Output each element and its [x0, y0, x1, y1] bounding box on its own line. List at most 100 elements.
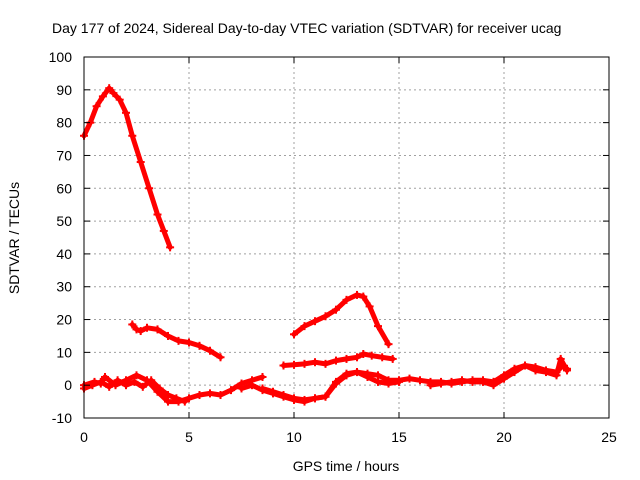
data-point	[542, 368, 550, 377]
y-tick-label: 70	[56, 147, 72, 163]
data-point	[342, 295, 351, 304]
data-point	[113, 376, 122, 385]
data-point	[216, 391, 225, 400]
data-point	[300, 359, 309, 368]
data-point	[353, 368, 361, 377]
data-point	[332, 305, 340, 314]
data-point	[489, 377, 498, 386]
data-point	[384, 379, 393, 388]
data-point	[166, 243, 175, 252]
data-point	[128, 320, 137, 329]
data-point	[556, 354, 565, 363]
data-point	[311, 394, 319, 403]
data-point	[128, 131, 137, 140]
data-point	[105, 84, 114, 93]
data-point	[130, 377, 139, 386]
data-point	[353, 290, 361, 299]
y-tick-label: 20	[56, 312, 72, 328]
data-point	[109, 89, 118, 98]
data-point	[132, 325, 141, 334]
data-point	[279, 391, 288, 400]
data-point	[359, 292, 368, 301]
y-tick-label: 40	[56, 246, 72, 262]
data-point	[206, 346, 214, 355]
grid	[84, 57, 609, 418]
data-point	[290, 360, 298, 369]
data-point	[510, 364, 519, 373]
data-point	[227, 386, 235, 395]
x-tick-label: 10	[286, 429, 302, 445]
data-point	[321, 392, 330, 401]
x-axis: 0 5 10 15 20 25	[80, 57, 617, 445]
y-tick-label: 100	[49, 49, 73, 65]
data-point	[195, 391, 204, 400]
data-point	[405, 374, 414, 383]
data-point	[206, 389, 214, 398]
plot-border	[83, 56, 610, 419]
data-point	[258, 384, 267, 393]
y-tick-label: 30	[56, 279, 72, 295]
data-point	[321, 359, 330, 368]
data-point	[216, 353, 225, 362]
data-point	[447, 377, 456, 386]
data-point	[122, 108, 130, 117]
data-point	[359, 350, 368, 359]
data-point	[136, 327, 145, 336]
data-point	[136, 158, 145, 167]
y-tick-label: -10	[52, 410, 72, 426]
data-point	[145, 184, 154, 193]
data-point	[174, 336, 183, 345]
data-point	[342, 354, 351, 363]
data-point	[552, 371, 561, 380]
data-point	[96, 377, 105, 386]
series-line-arc-1	[81, 85, 173, 250]
data-point	[159, 226, 168, 235]
data-point	[332, 356, 340, 365]
data-point	[374, 377, 382, 386]
data-point	[269, 387, 277, 396]
data-point	[195, 341, 204, 350]
data-point	[426, 381, 435, 390]
data-point	[531, 366, 540, 375]
data-point	[416, 376, 424, 385]
x-tick-label: 15	[391, 429, 407, 445]
data-point	[500, 371, 508, 380]
data-point	[300, 322, 309, 331]
data-point	[138, 382, 147, 391]
x-tick-label: 5	[185, 429, 193, 445]
data-point	[365, 302, 374, 311]
data-point	[388, 354, 397, 363]
x-tick-label: 0	[80, 429, 88, 445]
data-point	[342, 369, 351, 378]
data-point	[155, 384, 164, 393]
data-point	[479, 377, 487, 386]
data-point	[248, 381, 256, 390]
x-axis-label: GPS time / hours	[293, 458, 400, 474]
data-point	[563, 366, 571, 375]
data-point	[311, 358, 319, 367]
data-point	[437, 379, 445, 388]
data-point	[395, 377, 403, 386]
y-axis: -10 0 10 20 30 40 50 60 70 80 90 100	[49, 49, 609, 426]
data-point	[153, 210, 162, 219]
data-point	[143, 323, 151, 332]
data-point	[180, 397, 189, 406]
y-tick-label: 50	[56, 213, 72, 229]
data-point	[185, 394, 193, 403]
data-point	[147, 376, 156, 385]
data-point	[237, 384, 246, 393]
data-point	[384, 340, 393, 349]
data-point	[332, 377, 340, 386]
data-point	[311, 317, 319, 326]
data-point	[290, 394, 298, 403]
data-point	[115, 95, 124, 104]
y-tick-label: 0	[64, 377, 72, 393]
data-point	[300, 395, 309, 404]
data-point	[98, 92, 107, 101]
y-tick-label: 10	[56, 344, 72, 360]
data-point	[164, 331, 172, 340]
data-point	[353, 353, 361, 362]
data-point	[185, 338, 193, 347]
